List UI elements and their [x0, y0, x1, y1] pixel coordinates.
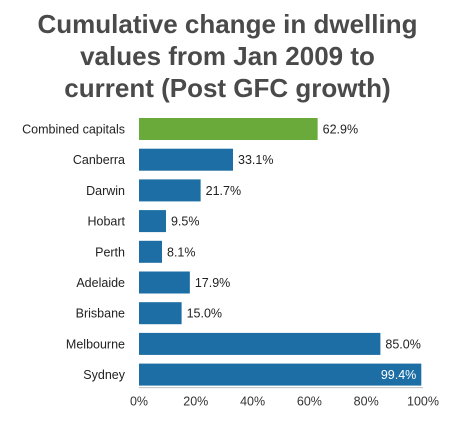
x-tick-label-20: 20% [183, 395, 208, 409]
x-tick-label-100: 100% [407, 395, 439, 409]
x-tick-label-60: 60% [297, 395, 322, 409]
value-label-melbourne: 85.0% [385, 337, 420, 351]
value-label-sydney: 99.4% [381, 368, 416, 382]
value-label-darwin: 21.7% [206, 184, 241, 198]
category-label-hobart: Hobart [87, 215, 125, 229]
bar-brisbane [139, 302, 182, 325]
x-tick-label-0: 0% [130, 395, 148, 409]
category-label-canberra: Canberra [73, 153, 125, 167]
bar-darwin [139, 179, 201, 202]
bar-canberra [139, 148, 234, 171]
chart-title-line-1: Cumulative change in dwelling [37, 9, 418, 39]
value-label-canberra: 33.1% [238, 153, 273, 167]
category-label-sydney: Sydney [83, 368, 125, 382]
x-axis: 0% 20% 40% 60% 80% 100% [130, 387, 439, 409]
chart-title-line-3: current (Post GFC growth) [64, 73, 391, 103]
category-label-melbourne: Melbourne [66, 337, 125, 351]
value-label-perth: 8.1% [167, 245, 196, 259]
value-label-adelaide: 17.9% [195, 276, 230, 290]
category-label-perth: Perth [95, 245, 125, 259]
value-label-hobart: 9.5% [171, 215, 200, 229]
bars-group: Combined capitals 62.9% Canberra 33.1% Darwi… [22, 118, 422, 386]
chart-title-line-2: values from Jan 2009 to [80, 41, 375, 71]
x-tick-label-40: 40% [240, 395, 265, 409]
x-tick-label-80: 80% [354, 395, 379, 409]
category-label-brisbane: Brisbane [76, 307, 125, 321]
bar-perth [139, 240, 163, 263]
bar-adelaide [139, 271, 190, 294]
value-label-brisbane: 15.0% [187, 307, 222, 321]
value-label-combined-capitals: 62.9% [323, 123, 358, 137]
bar-hobart [139, 210, 166, 233]
bar-combined-capitals [139, 118, 318, 140]
bar-sydney [139, 363, 422, 386]
chart-title: Cumulative change in dwelling values fro… [0, 8, 455, 104]
bar-melbourne [139, 332, 381, 355]
category-label-combined-capitals: Combined capitals [22, 123, 125, 137]
category-label-darwin: Darwin [86, 184, 125, 198]
category-label-adelaide: Adelaide [76, 276, 125, 290]
